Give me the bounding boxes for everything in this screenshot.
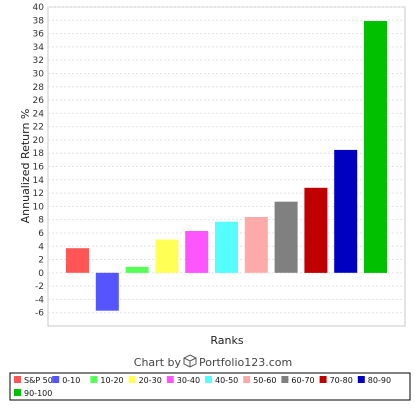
y-tick-label: 16 bbox=[33, 163, 45, 173]
legend-swatch bbox=[357, 376, 365, 383]
legend-item: S&P 500 bbox=[14, 376, 58, 385]
bar-0-10 bbox=[95, 272, 119, 311]
legend-label: S&P 500 bbox=[24, 376, 58, 385]
bar-60-70 bbox=[274, 201, 298, 273]
y-tick-label: 22 bbox=[33, 123, 44, 133]
y-tick-label: 6 bbox=[38, 229, 44, 239]
legend-item: 90-100 bbox=[14, 389, 52, 398]
legend-swatch bbox=[14, 389, 21, 396]
legend-item: 80-90 bbox=[357, 376, 391, 385]
legend-label: 30-40 bbox=[177, 376, 200, 385]
y-tick-label: 36 bbox=[33, 30, 45, 40]
y-axis-label: Annualized Return % bbox=[19, 109, 32, 224]
y-tick-label: 14 bbox=[33, 176, 45, 186]
legend-item: 60-70 bbox=[281, 376, 315, 385]
y-tick-label: 18 bbox=[33, 149, 45, 159]
bar-40-50 bbox=[215, 221, 238, 273]
chart-credit: Chart by Portfolio123.com bbox=[134, 354, 292, 369]
legend-item: 10-20 bbox=[90, 376, 124, 385]
legend-swatch bbox=[243, 376, 251, 383]
credit-brand: Portfolio123.com bbox=[199, 356, 292, 369]
legend-label: 0-10 bbox=[62, 376, 80, 385]
legend-swatch bbox=[205, 376, 212, 383]
legend-swatch bbox=[90, 376, 98, 383]
y-tick-label: -6 bbox=[35, 309, 44, 319]
legend-item: 70-80 bbox=[319, 376, 353, 385]
bar-20-30 bbox=[155, 239, 179, 273]
legend-item: 0-10 bbox=[52, 376, 80, 385]
legend-item: 40-50 bbox=[205, 376, 238, 385]
legend-label: 90-100 bbox=[24, 389, 52, 398]
y-tick-label: 28 bbox=[33, 83, 45, 93]
legend: S&P 500 0-10 10-20 20-30 30-40 40-50 50-60 60-7… bbox=[14, 376, 391, 398]
bar-10-20 bbox=[125, 266, 149, 273]
y-tick-label: 0 bbox=[38, 269, 44, 279]
legend-label: 50-60 bbox=[253, 376, 276, 385]
y-tick-label: 32 bbox=[33, 56, 44, 66]
bar-90-100 bbox=[364, 21, 387, 273]
legend-label: 70-80 bbox=[330, 376, 353, 385]
x-axis-label: Ranks bbox=[210, 334, 243, 347]
credit-prefix: Chart by bbox=[134, 356, 182, 369]
y-axis-ticks: -6-4-20246810121416182022242628303234363… bbox=[33, 3, 45, 319]
y-tick-label: 40 bbox=[33, 3, 45, 13]
y-tick-label: 38 bbox=[33, 16, 45, 26]
legend-item: 50-60 bbox=[243, 376, 276, 385]
legend-label: 10-20 bbox=[100, 376, 123, 385]
y-tick-label: -2 bbox=[35, 282, 44, 292]
legend-swatch bbox=[128, 376, 136, 383]
y-tick-label: 10 bbox=[33, 202, 45, 212]
y-tick-label: 4 bbox=[38, 242, 44, 252]
y-tick-label: 24 bbox=[33, 109, 45, 119]
cube-icon bbox=[183, 354, 197, 368]
legend-item: 30-40 bbox=[166, 376, 200, 385]
bar-30-40 bbox=[185, 231, 209, 273]
y-tick-label: 8 bbox=[38, 216, 44, 226]
y-tick-label: 12 bbox=[33, 189, 44, 199]
bar-s-p-500 bbox=[66, 248, 89, 273]
legend-label: 20-30 bbox=[139, 376, 162, 385]
bars bbox=[66, 21, 387, 311]
legend-item: 20-30 bbox=[128, 376, 162, 385]
legend-swatch bbox=[14, 376, 21, 383]
legend-swatch bbox=[52, 376, 60, 383]
y-tick-label: -4 bbox=[35, 295, 44, 305]
legend-swatch bbox=[166, 376, 174, 383]
y-tick-label: 20 bbox=[33, 136, 45, 146]
bar-70-80 bbox=[304, 187, 328, 273]
y-tick-label: 30 bbox=[33, 69, 45, 79]
legend-label: 60-70 bbox=[291, 376, 314, 385]
y-tick-label: 26 bbox=[33, 96, 45, 106]
legend-swatch bbox=[281, 376, 289, 383]
y-tick-label: 34 bbox=[33, 43, 45, 53]
legend-label: 80-90 bbox=[368, 376, 391, 385]
bar-80-90 bbox=[334, 149, 358, 273]
legend-swatch bbox=[319, 376, 327, 383]
legend-label: 40-50 bbox=[215, 376, 238, 385]
y-tick-label: 2 bbox=[38, 256, 44, 266]
bar-50-60 bbox=[244, 217, 268, 273]
